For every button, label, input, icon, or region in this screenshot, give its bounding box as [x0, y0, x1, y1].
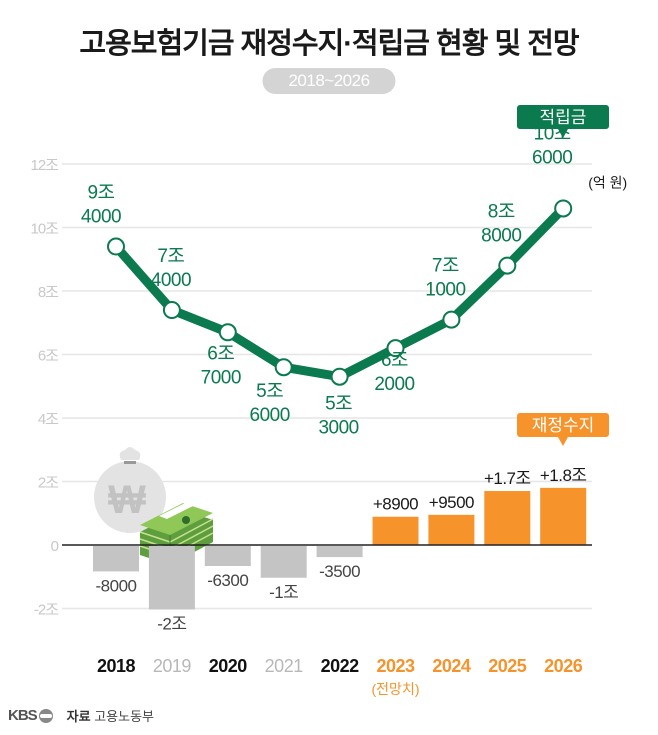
balance-bar — [372, 516, 419, 545]
balance-label: +1.8조 — [540, 466, 587, 485]
x-tick-label: 2024 — [432, 656, 471, 676]
reserve-label: 8조 8000 — [481, 202, 521, 247]
balance-bar — [540, 487, 587, 545]
y-tick-label: 6조 — [38, 348, 59, 365]
x-tick-label: 2021 — [265, 656, 304, 676]
reserve-point — [218, 323, 237, 342]
reserve-point — [442, 310, 461, 329]
legend-reserve: 적립금 — [517, 105, 609, 138]
balance-label: -8000 — [96, 576, 137, 595]
reserve-label: 7조 1000 — [425, 256, 465, 301]
x-tick-label: 2018 — [97, 656, 136, 676]
balance-bar — [260, 546, 307, 578]
y-tick-label: 10조 — [31, 221, 60, 238]
period-badge: 2018~2026 — [262, 68, 396, 94]
balance-bars — [93, 487, 587, 610]
balance-label: -1조 — [269, 583, 298, 602]
reserve-point — [330, 367, 349, 386]
reserve-label: 5조 3000 — [318, 394, 358, 439]
svg-text:₩: ₩ — [108, 478, 146, 522]
x-tick-label: 2025 — [488, 656, 527, 676]
y-tick-label: 2조 — [38, 475, 59, 492]
money-bag-icon: ₩ — [94, 447, 166, 533]
balance-bar — [148, 546, 195, 610]
y-tick-label: 0 — [51, 538, 59, 555]
balance-label: +8900 — [373, 495, 418, 514]
y-tick-label: 12조 — [31, 157, 60, 174]
reserve-line — [107, 199, 573, 386]
legend-reserve-label: 적립금 — [540, 108, 587, 127]
balance-bar — [93, 546, 139, 572]
reserve-point — [498, 256, 517, 275]
projection-note: (전망치) — [372, 681, 420, 697]
y-tick-label: 8조 — [38, 284, 59, 301]
reserve-label: 5조 6000 — [250, 381, 290, 426]
balance-bar — [204, 546, 251, 567]
balance-label: -3500 — [319, 562, 360, 581]
balance-bar — [428, 514, 475, 545]
source-value: 고용노동부 — [94, 709, 155, 724]
source-label: 자료 — [66, 709, 91, 724]
x-tick-label: 2023 — [376, 656, 415, 676]
reserve-label: 7조 4000 — [151, 246, 191, 291]
x-tick-label: 2022 — [321, 656, 360, 676]
data-labels: -8000 -2조 -6300 -1조 -3500 +8900 +9500 +1.7조 +1.8… — [81, 123, 627, 633]
y-tick-label: -2조 — [34, 602, 59, 619]
x-axis-labels: 2018 2019 2020 2021 2022 2023 2024 2025 2026 (전망치… — [97, 656, 583, 697]
legend-balance: 재정수지 — [517, 413, 609, 446]
reserve-point — [274, 358, 293, 377]
reserve-label: 6조 7000 — [201, 343, 241, 388]
grid-lines: 12조 10조 8조 6조 4조 2조 0 -2조 — [31, 157, 592, 619]
reserve-point — [386, 339, 405, 358]
chart-title: 고용보험기금 재정수지·적립금 현황 및 전망 — [79, 28, 579, 60]
x-tick-label: 2020 — [209, 656, 248, 676]
balance-label: -6300 — [207, 571, 248, 590]
balance-label: +1.7조 — [484, 469, 531, 488]
kbs-logo-icon — [38, 708, 53, 723]
x-tick-label: 2026 — [544, 656, 583, 676]
legend-balance-label: 재정수지 — [532, 416, 595, 435]
balance-label: +9500 — [429, 493, 474, 512]
footer: KBS 자료 고용노동부 — [8, 706, 154, 725]
reserve-label: 6조 2000 — [374, 350, 414, 395]
reserve-point — [554, 199, 573, 218]
reserve-point — [162, 301, 181, 320]
x-tick-label: 2019 — [153, 656, 192, 676]
balance-label: -2조 — [157, 615, 186, 634]
kbs-logo: KBS — [8, 707, 53, 724]
balance-bar — [484, 491, 531, 545]
y-tick-label: 4조 — [38, 411, 59, 428]
balance-bar — [316, 546, 363, 558]
reserve-label: 9조 4000 — [81, 183, 121, 228]
reserve-point — [107, 237, 125, 256]
unit-note: (억 원) — [588, 174, 627, 190]
source-note: 자료 고용노동부 — [67, 706, 154, 725]
